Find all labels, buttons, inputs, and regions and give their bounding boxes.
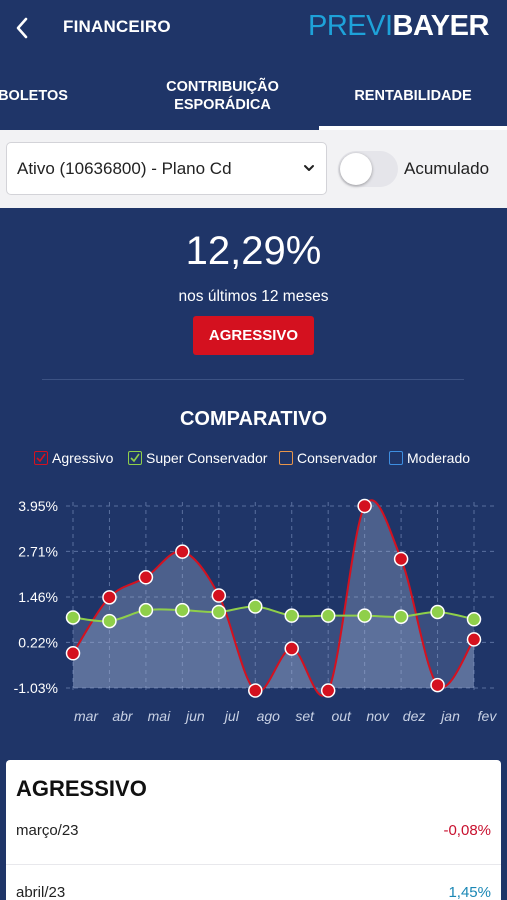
return-value: 12,29% xyxy=(185,229,322,273)
toggle-knob xyxy=(340,153,372,185)
list-item: março/23 -0,08% xyxy=(16,816,491,846)
data-point xyxy=(320,608,336,623)
list-item: abril/23 1,45% xyxy=(16,878,491,900)
data-point xyxy=(248,683,263,698)
return-period: nos últimos 12 meses xyxy=(178,288,329,305)
data-point xyxy=(65,646,81,661)
data-point xyxy=(102,590,117,605)
data-point xyxy=(284,608,299,623)
data-point xyxy=(65,610,81,625)
x-tick-label: jul xyxy=(223,708,240,724)
data-point xyxy=(138,602,154,618)
y-tick-label: 2.71% xyxy=(18,543,58,559)
x-tick-label: jan xyxy=(439,708,460,724)
detail-card: AGRESSIVO março/23 -0,08% abril/23 1,45% xyxy=(6,760,501,900)
accumulated-toggle[interactable] xyxy=(338,151,398,187)
x-tick-label: out xyxy=(331,708,352,724)
return-value-cell: -0,08% xyxy=(443,822,491,839)
section-divider xyxy=(42,379,464,380)
plan-select[interactable]: Ativo (10636800) - Plano Cd xyxy=(6,142,327,195)
data-point xyxy=(466,632,482,647)
x-tick-label: abr xyxy=(112,708,134,724)
page-title: FINANCEIRO xyxy=(63,17,171,36)
chevron-down-icon xyxy=(304,165,314,171)
comparison-title: COMPARATIVO xyxy=(179,408,328,430)
x-tick-label: set xyxy=(295,708,315,724)
accumulated-toggle-label: Acumulado xyxy=(404,159,490,178)
return-value-cell: 1,45% xyxy=(448,884,491,900)
y-tick-label: 0.22% xyxy=(18,634,58,650)
plan-select-value: Ativo (10636800) - Plano Cd xyxy=(17,158,232,178)
legend-item-moderado[interactable]: Moderado xyxy=(389,450,470,466)
data-point xyxy=(248,599,263,614)
legend-item-agressivo[interactable]: Agressivo xyxy=(34,450,113,466)
data-point xyxy=(175,544,190,559)
data-point xyxy=(284,641,299,656)
app-header: FINANCEIRO PREVIBAYER xyxy=(0,0,507,56)
checkbox-icon xyxy=(34,451,48,465)
data-point xyxy=(138,570,154,585)
legend-item-super-conservador[interactable]: Super Conservador xyxy=(128,450,267,466)
tab-rentabilidade[interactable]: RENTABILIDADE xyxy=(354,88,472,104)
x-tick-label: dez xyxy=(403,708,426,724)
tab-bar: BOLETOS CONTRIBUIÇÃO ESPORÁDICA RENTABIL… xyxy=(0,62,507,130)
data-point xyxy=(175,602,190,618)
data-point xyxy=(357,498,372,514)
x-tick-label: mai xyxy=(148,708,171,724)
data-point xyxy=(211,604,227,620)
x-tick-label: mar xyxy=(74,708,99,724)
legend-item-conservador[interactable]: Conservador xyxy=(279,450,377,466)
data-point xyxy=(466,612,482,627)
checkbox-icon xyxy=(128,451,142,465)
filter-bar: Ativo (10636800) - Plano Cd Acumulado xyxy=(0,130,507,208)
month-label: março/23 xyxy=(16,822,79,839)
comparison-chart: 3.95% 2.71% 1.46% 0.22% -1.03% mar abr mai jun ju… xyxy=(14,498,498,724)
data-point xyxy=(357,608,372,623)
series-area xyxy=(73,500,474,696)
checkbox-icon xyxy=(389,451,403,465)
profile-badge: AGRESSIVO xyxy=(193,316,314,355)
tab-contribuicao-esporadica[interactable]: CONTRIBUIÇÃO ESPORÁDICA xyxy=(166,79,279,113)
data-point xyxy=(320,683,336,698)
data-point xyxy=(211,588,227,603)
x-tick-label: fev xyxy=(478,708,498,724)
chart-legend: Agressivo Super Conservador Conservador … xyxy=(0,450,507,470)
data-point xyxy=(393,609,409,624)
data-point xyxy=(102,613,117,629)
brand-logo: PREVIBAYER xyxy=(308,10,489,42)
x-tick-label: nov xyxy=(366,708,390,724)
series-area xyxy=(73,606,474,688)
checkbox-icon xyxy=(279,451,293,465)
data-point xyxy=(430,604,445,620)
tab-boletos[interactable]: BOLETOS xyxy=(0,88,68,104)
row-divider xyxy=(6,864,501,865)
month-label: abril/23 xyxy=(16,884,66,900)
y-tick-label: 1.46% xyxy=(18,589,58,605)
x-tick-label: jun xyxy=(184,708,205,724)
x-tick-label: ago xyxy=(257,708,281,724)
y-tick-label: -1.03% xyxy=(14,680,58,696)
data-point xyxy=(393,551,409,567)
chevron-left-icon xyxy=(16,17,28,39)
detail-card-title: AGRESSIVO xyxy=(16,776,147,801)
back-button[interactable] xyxy=(8,12,36,44)
y-tick-label: 3.95% xyxy=(18,498,58,514)
active-tab-indicator xyxy=(319,126,507,130)
data-point xyxy=(430,677,445,693)
